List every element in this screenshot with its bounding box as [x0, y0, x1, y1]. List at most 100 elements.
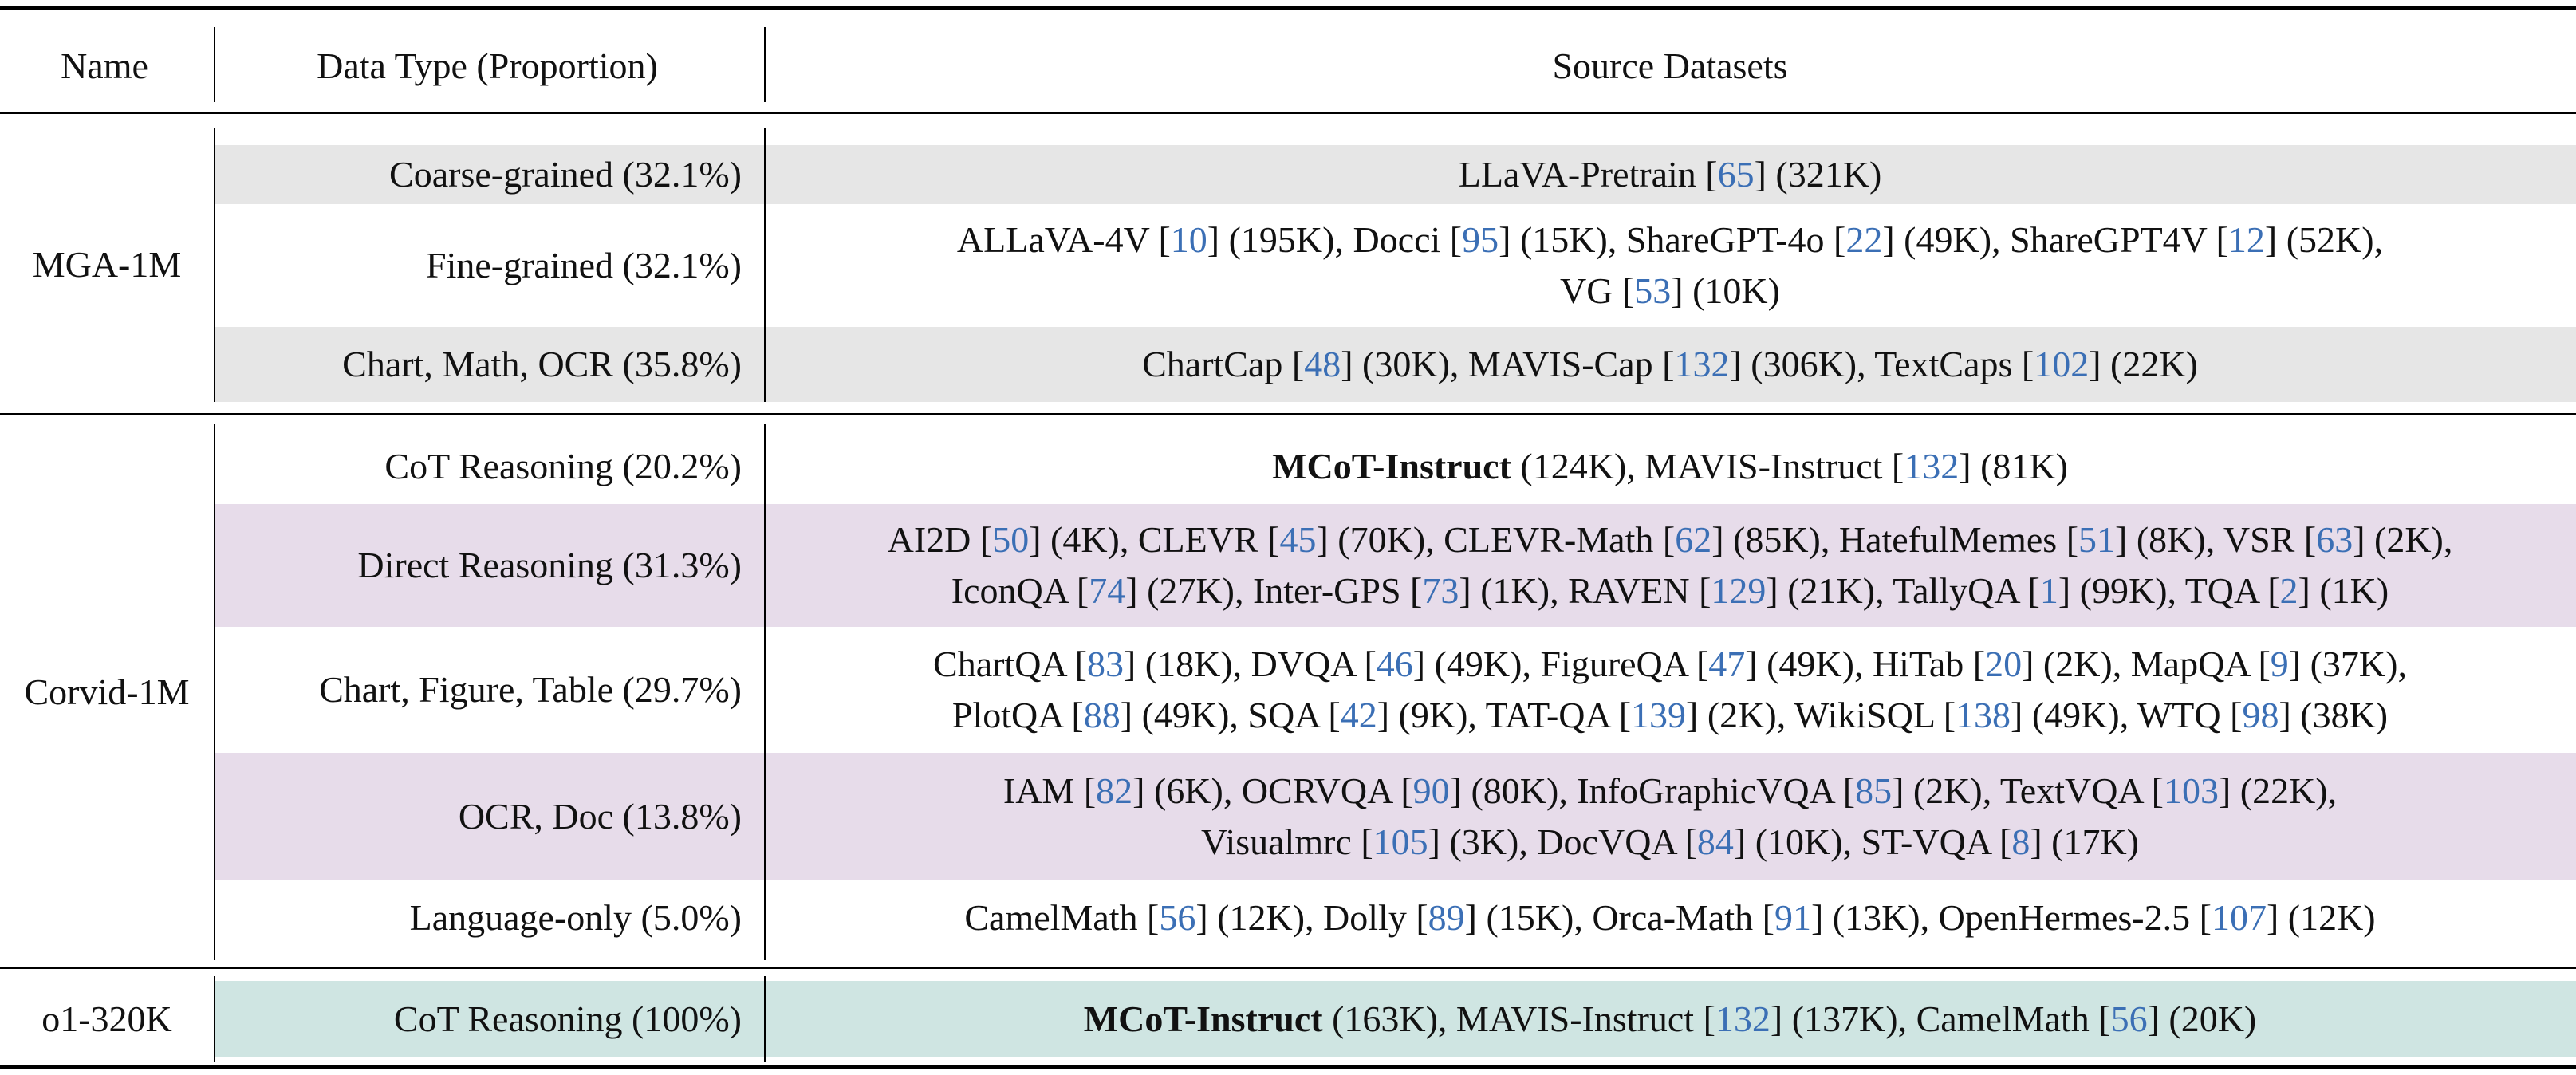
data-type-cell: CoT Reasoning (100%) — [393, 998, 742, 1039]
citation-link[interactable]: 82 — [1096, 770, 1133, 811]
citation-link[interactable]: 98 — [2242, 695, 2279, 735]
source-text: ] (2K), MapQA [ — [2022, 644, 2271, 684]
source-datasets-cell: ALLaVA-4V [10] (195K), Docci [95] (15K),… — [764, 204, 2576, 327]
citation-link[interactable]: 50 — [992, 519, 1030, 560]
source-text: ] (2K), WikiSQL [ — [1686, 695, 1956, 735]
row-band — [214, 981, 2576, 1057]
source-text: ] (8K), VSR [ — [2115, 519, 2317, 560]
source-line: VG [53] (10K) — [1560, 266, 1780, 317]
citation-link[interactable]: 129 — [1711, 570, 1767, 611]
citation-link[interactable]: 12 — [2227, 219, 2265, 260]
citation-link[interactable]: 63 — [2316, 519, 2353, 560]
citation-link[interactable]: 90 — [1412, 770, 1450, 811]
citation-link[interactable]: 132 — [1715, 998, 1771, 1039]
citation-link[interactable]: 84 — [1696, 821, 1734, 862]
source-text: ] (49K), HiTab [ — [1745, 644, 1986, 684]
source-text: Visualmrc [ — [1200, 821, 1373, 862]
citation-link[interactable]: 73 — [1422, 570, 1459, 611]
data-type-cell: Fine-grained (32.1%) — [426, 245, 742, 285]
citation-link[interactable]: 53 — [1634, 270, 1672, 311]
citation-link[interactable]: 139 — [1631, 695, 1687, 735]
citation-link[interactable]: 10 — [1170, 219, 1207, 260]
citation-link[interactable]: 51 — [2078, 519, 2116, 560]
dataset-name-bold: MCoT-Instruct — [1272, 446, 1511, 486]
citation-link[interactable]: 20 — [1985, 644, 2023, 684]
source-datasets-cell: ChartCap [48] (30K), MAVIS-Cap [132] (30… — [764, 327, 2576, 402]
citation-link[interactable]: 132 — [1904, 446, 1960, 486]
citation-link[interactable]: 48 — [1304, 344, 1341, 384]
citation-link[interactable]: 46 — [1376, 644, 1413, 684]
source-text: ] (15K), ShareGPT-4o [ — [1499, 219, 1846, 260]
citation-link[interactable]: 103 — [2163, 770, 2219, 811]
dataset-name-bold: MCoT-Instruct — [1083, 998, 1323, 1039]
citation-link[interactable]: 62 — [1675, 519, 1712, 560]
row-band — [214, 145, 2576, 204]
source-text: ] (18K), DVQA [ — [1123, 644, 1377, 684]
source-text: ] (49K), SQA [ — [1120, 695, 1341, 735]
citation-link[interactable]: 132 — [1674, 344, 1730, 384]
source-text: ] (52K), — [2264, 219, 2384, 260]
source-text: ] (6K), OCRVQA [ — [1132, 770, 1413, 811]
column-divider — [764, 976, 766, 1062]
column-divider — [214, 424, 215, 960]
citation-link[interactable]: 88 — [1083, 695, 1121, 735]
source-text: ] (137K), CamelMath [ — [1770, 998, 2111, 1039]
citation-link[interactable]: 95 — [1462, 219, 1499, 260]
source-text: AI2D [ — [887, 519, 993, 560]
source-text: ] (3K), DocVQA [ — [1428, 821, 1697, 862]
column-divider — [764, 424, 766, 960]
citation-link[interactable]: 47 — [1708, 644, 1746, 684]
citation-link[interactable]: 102 — [2034, 344, 2090, 384]
citation-link[interactable]: 83 — [1086, 644, 1124, 684]
source-text: ] (30K), MAVIS-Cap [ — [1341, 344, 1675, 384]
citation-link[interactable]: 56 — [1159, 897, 1196, 938]
source-text: VG [ — [1560, 270, 1635, 311]
source-text: ] (85K), HatefulMemes [ — [1711, 519, 2079, 560]
citation-link[interactable]: 85 — [1855, 770, 1893, 811]
source-text: ] (1K) — [2298, 570, 2389, 611]
source-line: ChartQA [83] (18K), DVQA [46] (49K), Fig… — [933, 639, 2407, 690]
citation-link[interactable]: 2 — [2279, 570, 2298, 611]
source-text: IAM [ — [1002, 770, 1097, 811]
citation-link[interactable]: 22 — [1845, 219, 1883, 260]
column-divider — [214, 128, 215, 402]
row-band — [214, 753, 2576, 880]
data-type-cell: Direct Reasoning (31.3%) — [357, 545, 742, 585]
source-text: ChartQA [ — [933, 644, 1087, 684]
source-text: ] (22K) — [2089, 344, 2198, 384]
citation-link[interactable]: 105 — [1373, 821, 1428, 862]
citation-link[interactable]: 42 — [1340, 695, 1377, 735]
citation-link[interactable]: 89 — [1428, 897, 1465, 938]
source-text: (124K), MAVIS-Instruct [ — [1511, 446, 1904, 486]
citation-link[interactable]: 91 — [1774, 897, 1811, 938]
source-line: Visualmrc [105] (3K), DocVQA [84] (10K),… — [1201, 817, 2139, 868]
data-type-cell: OCR, Doc (13.8%) — [458, 796, 742, 837]
citation-link[interactable]: 138 — [1956, 695, 2011, 735]
citation-link[interactable]: 8 — [2011, 821, 2030, 862]
citation-link[interactable]: 45 — [1279, 519, 1317, 560]
citation-link[interactable]: 1 — [2039, 570, 2058, 611]
data-type-cell: Chart, Figure, Table (29.7%) — [319, 669, 742, 710]
source-text: ALLaVA-4V [ — [956, 219, 1171, 260]
source-line: MCoT-Instruct (163K), MAVIS-Instruct [13… — [1084, 994, 2257, 1045]
source-text: ] (1K), RAVEN [ — [1459, 570, 1711, 611]
source-datasets-cell: ChartQA [83] (18K), DVQA [46] (49K), Fig… — [764, 627, 2576, 753]
source-text: ] (27K), Inter-GPS [ — [1125, 570, 1423, 611]
source-text: ] (321K) — [1754, 154, 1882, 195]
data-type-cell: Coarse-grained (32.1%) — [389, 154, 742, 195]
citation-link[interactable]: 9 — [2270, 644, 2289, 684]
source-datasets-cell: LLaVA-Pretrain [65] (321K) — [764, 145, 2576, 204]
citation-link[interactable]: 56 — [2110, 998, 2148, 1039]
source-text: ] (21K), TallyQA [ — [1766, 570, 2040, 611]
source-text: ] (17K) — [2030, 821, 2140, 862]
column-divider — [214, 976, 215, 1062]
citation-link[interactable]: 107 — [2211, 897, 2267, 938]
data-type-cell: CoT Reasoning (20.2%) — [384, 446, 742, 486]
source-text: ] (49K), FigureQA [ — [1412, 644, 1709, 684]
citation-link[interactable]: 74 — [1089, 570, 1126, 611]
header-data-type: Data Type (Proportion) — [317, 45, 658, 86]
citation-link[interactable]: 65 — [1717, 154, 1755, 195]
source-text: ] (12K) — [2266, 897, 2376, 938]
group-name-cell: MGA-1M — [32, 244, 182, 285]
source-line: IconQA [74] (27K), Inter-GPS [73] (1K), … — [951, 565, 2389, 616]
